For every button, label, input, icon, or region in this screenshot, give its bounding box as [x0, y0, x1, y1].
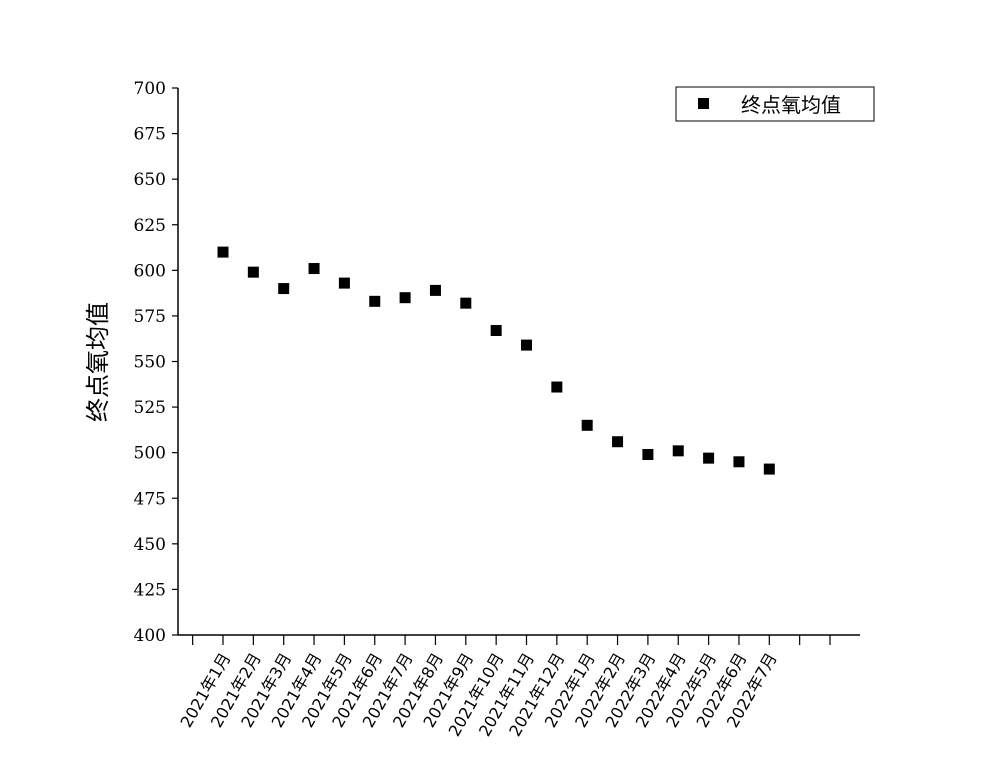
data-point [278, 283, 290, 295]
y-tick-label: 600 [134, 261, 166, 281]
data-point [581, 419, 593, 431]
y-tick-label: 700 [134, 79, 166, 99]
y-tick-label: 675 [134, 125, 166, 145]
data-point [733, 456, 745, 468]
data-point [612, 436, 624, 448]
y-tick-label: 575 [134, 307, 166, 327]
legend: 终点氧均值 [675, 86, 875, 122]
y-tick-label: 400 [134, 626, 166, 646]
axes [177, 88, 860, 636]
data-point [703, 452, 715, 464]
data-point [247, 266, 259, 278]
data-point [551, 381, 563, 393]
y-tick-label: 550 [134, 353, 166, 373]
y-tick-label: 500 [134, 444, 166, 464]
data-point [763, 463, 775, 475]
y-tick-label: 475 [134, 489, 166, 509]
data-point [429, 284, 441, 296]
x-axis-ticks: 2021年1月2021年2月2021年3月2021年4月2021年5月2021年… [177, 635, 831, 740]
data-points [217, 246, 775, 475]
data-point [399, 292, 411, 304]
data-point [217, 246, 229, 258]
data-point [521, 339, 532, 351]
data-point [460, 297, 472, 309]
y-tick-label: 450 [134, 535, 166, 555]
y-tick-label: 650 [134, 170, 166, 190]
y-axis-title: 终点氧均值 [84, 302, 112, 422]
legend-label: 终点氧均值 [741, 93, 841, 117]
y-tick-label: 625 [134, 216, 166, 236]
data-point [338, 277, 350, 289]
data-point [642, 448, 654, 460]
data-point [490, 325, 502, 337]
data-point [308, 263, 320, 275]
y-tick-label: 525 [134, 398, 166, 418]
data-point [369, 295, 381, 307]
data-point [672, 445, 684, 457]
y-tick-label: 425 [134, 580, 166, 600]
legend-marker [698, 98, 709, 109]
y-axis-ticks: 400 425 450 475 500 525 550 575 600 625 650 675 700 [134, 79, 178, 646]
